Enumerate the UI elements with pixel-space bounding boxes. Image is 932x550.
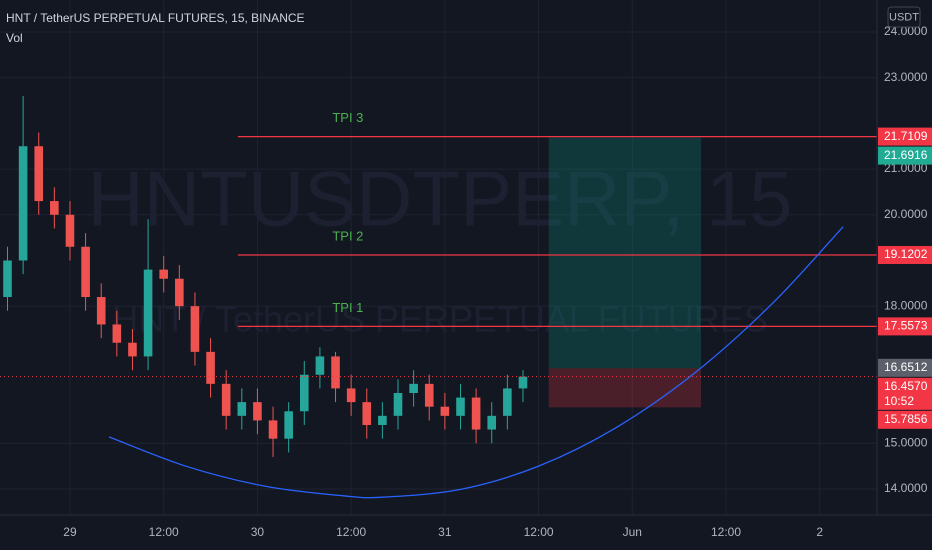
- candle-body: [503, 388, 512, 416]
- candle-body: [440, 406, 450, 416]
- watermark: HNTUSDTPERP, 15: [87, 155, 792, 243]
- y-tick-label: 24.0000: [884, 24, 928, 38]
- candle-body: [175, 278, 184, 307]
- candle-body: [518, 376, 528, 389]
- price-label: 17.5573: [884, 319, 928, 333]
- price-label-box: [878, 410, 932, 429]
- price-label-box: [878, 127, 932, 146]
- candle-body: [424, 383, 434, 407]
- x-tick-label: 29: [63, 525, 77, 539]
- axes: 29 12:00 30 12:00 31 12:00 Jun 12:00 2 14.0000 15.…: [63, 24, 932, 539]
- candle-body: [65, 214, 75, 247]
- x-tick-label: 12:00: [524, 525, 554, 539]
- y-tick-label: 20.0000: [884, 207, 928, 221]
- y-tick-label: 21.0000: [884, 161, 928, 175]
- candle-body: [456, 397, 465, 416]
- candle-body: [471, 397, 481, 430]
- tpi-label: TPI 3: [332, 110, 363, 125]
- x-tick-label: 12:00: [149, 525, 179, 539]
- candle-body: [487, 415, 497, 430]
- plot: TPI 3 TPI 2 TPI 1: [0, 95, 877, 499]
- y-tick-label: 18.0000: [884, 298, 928, 312]
- price-label: 21.7109: [884, 129, 928, 143]
- price-label: 16.4570: [884, 379, 928, 393]
- y-tick-label: 15.0000: [884, 435, 928, 449]
- candle-body: [128, 342, 137, 357]
- target-zone: [548, 137, 702, 369]
- candle-body: [268, 420, 278, 439]
- price-label-box: [878, 245, 932, 264]
- countdown: 10:52: [884, 394, 914, 408]
- price-axis: [877, 0, 932, 550]
- currency[interactable]: USDT: [889, 11, 919, 23]
- candle-body: [253, 402, 262, 421]
- stop-zone: [548, 368, 702, 408]
- currency-box[interactable]: [887, 6, 921, 28]
- indicator: Vol: [6, 31, 23, 45]
- candle-body: [284, 411, 293, 439]
- candle-body: [221, 383, 231, 416]
- candle-body: [409, 383, 418, 393]
- candle-body: [143, 269, 153, 357]
- price-label: 15.7856: [884, 412, 928, 426]
- price-label-box: [878, 358, 932, 377]
- x-tick-label: 12:00: [336, 525, 366, 539]
- symbol-title: HNT / TetherUS PERPETUAL FUTURES, 15, BI…: [6, 11, 305, 25]
- candle-body: [315, 356, 325, 375]
- candle-body: [18, 146, 28, 261]
- price-label: 16.6512: [884, 360, 928, 374]
- price-label-box: [878, 146, 932, 165]
- candle-body: [50, 201, 59, 215]
- price-label: 19.1202: [884, 247, 928, 261]
- y-tick-label: 14.0000: [884, 481, 928, 495]
- tpi-label: TPI 2: [332, 228, 363, 243]
- x-tick-label: 30: [251, 525, 265, 539]
- x-tick-label: 31: [438, 525, 452, 539]
- candle-body: [237, 402, 247, 416]
- candle-body: [3, 260, 12, 298]
- candle-body: [299, 374, 309, 412]
- candle-body: [346, 388, 356, 403]
- candle-body: [159, 269, 168, 279]
- candle-body: [206, 351, 215, 384]
- candle-body: [96, 297, 106, 325]
- watermark-sub: HNT / TetherUS PERPETUAL FUTURES: [112, 299, 768, 340]
- x-tick-label: Jun: [623, 525, 642, 539]
- x-tick-label: 2: [816, 525, 823, 539]
- x-tick-label: 12:00: [711, 525, 741, 539]
- price-label: 21.6916: [884, 148, 928, 162]
- y-tick-label: 23.0000: [884, 70, 928, 84]
- trend-curve: [108, 226, 844, 499]
- candle-body: [190, 306, 200, 352]
- candle-body: [331, 356, 340, 389]
- candle-body: [393, 392, 403, 416]
- tpi-label: TPI 1: [332, 300, 363, 315]
- candle-body: [81, 246, 90, 298]
- price-label-box: [878, 317, 932, 336]
- price-label-box: [878, 377, 932, 410]
- candle-body: [378, 415, 387, 425]
- candle-body: [362, 402, 372, 425]
- candle-body: [112, 324, 122, 343]
- candle-body: [34, 146, 44, 202]
